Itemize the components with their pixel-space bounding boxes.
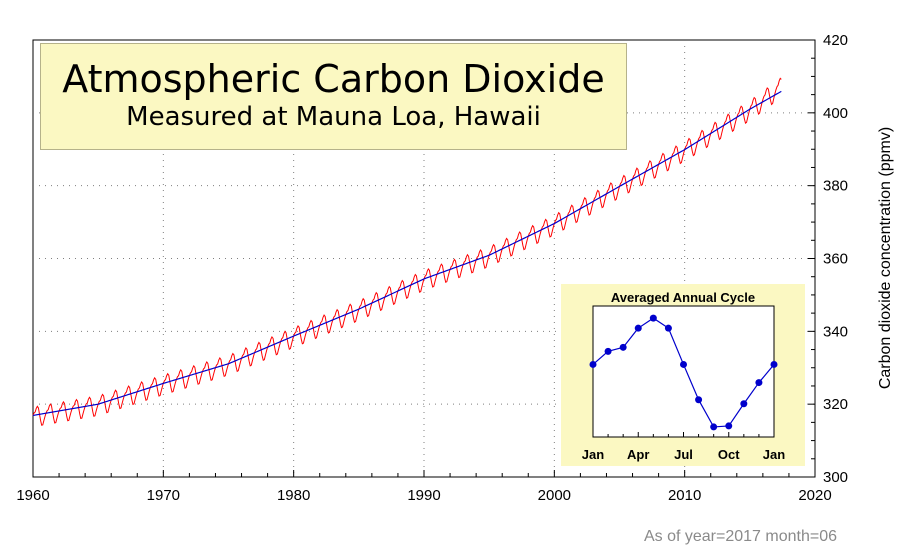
data-date-footnote: As of year=2017 month=06	[643, 528, 837, 545]
inset-tick-label: Apr	[627, 447, 649, 462]
inset-tick-label: Jan	[763, 447, 785, 462]
trend-co2-line	[32, 90, 782, 417]
inset-plot-area	[592, 305, 775, 438]
x-tick-label: 1980	[277, 487, 310, 504]
inset-title: Averaged Annual Cycle	[611, 290, 755, 305]
y-axis: 300 320 340 360 380 400 420	[808, 32, 848, 486]
x-tick-label: 2010	[668, 487, 701, 504]
title-box: Atmospheric Carbon Dioxide Measured at M…	[40, 43, 627, 150]
annual-cycle-point	[649, 314, 657, 322]
y-tick-label: 360	[823, 251, 848, 268]
annual-cycle-point	[710, 423, 718, 431]
annual-cycle-point	[725, 422, 733, 430]
inset-x-axis: Jan Apr Jul Oct Jan	[582, 432, 785, 462]
y-axis-label: Carbon dioxide concentration (ppmv)	[877, 127, 894, 389]
inset-tick-label: Oct	[718, 447, 740, 462]
annual-cycle-point	[619, 343, 627, 351]
annual-cycle-point	[664, 324, 672, 332]
y-tick-label: 400	[823, 105, 848, 122]
annual-cycle-point	[695, 396, 703, 404]
x-tick-label: 2000	[538, 487, 571, 504]
annual-cycle-point	[755, 379, 763, 387]
inset-chart: Averaged Annual Cycle Jan Apr Jul Oct Jan	[561, 284, 805, 466]
annual-cycle-point	[604, 347, 612, 355]
x-tick-label: 1970	[147, 487, 180, 504]
annual-cycle-point	[740, 400, 748, 408]
y-tick-label: 420	[823, 32, 848, 49]
x-tick-label: 2020	[798, 487, 831, 504]
annual-cycle-point	[589, 360, 597, 368]
monthly-co2-line	[32, 77, 782, 426]
annual-cycle-point	[770, 360, 778, 368]
y-tick-label: 380	[823, 178, 848, 195]
chart-title: Atmospheric Carbon Dioxide	[62, 57, 605, 101]
chart-subtitle: Measured at Mauna Loa, Hawaii	[126, 102, 541, 132]
x-tick-label: 1990	[407, 487, 440, 504]
inset-series	[589, 314, 778, 431]
y-tick-label: 320	[823, 396, 848, 413]
y-tick-label: 340	[823, 323, 848, 340]
annual-cycle-point	[680, 360, 687, 368]
main-series	[32, 77, 782, 426]
inset-tick-label: Jan	[582, 447, 604, 462]
x-axis: 1960 1970 1980 1990 2000 2010 2020	[16, 470, 832, 504]
inset-tick-label: Jul	[674, 447, 693, 462]
y-tick-label: 300	[823, 469, 848, 486]
x-tick-label: 1960	[16, 487, 49, 504]
annual-cycle-point	[634, 324, 642, 332]
